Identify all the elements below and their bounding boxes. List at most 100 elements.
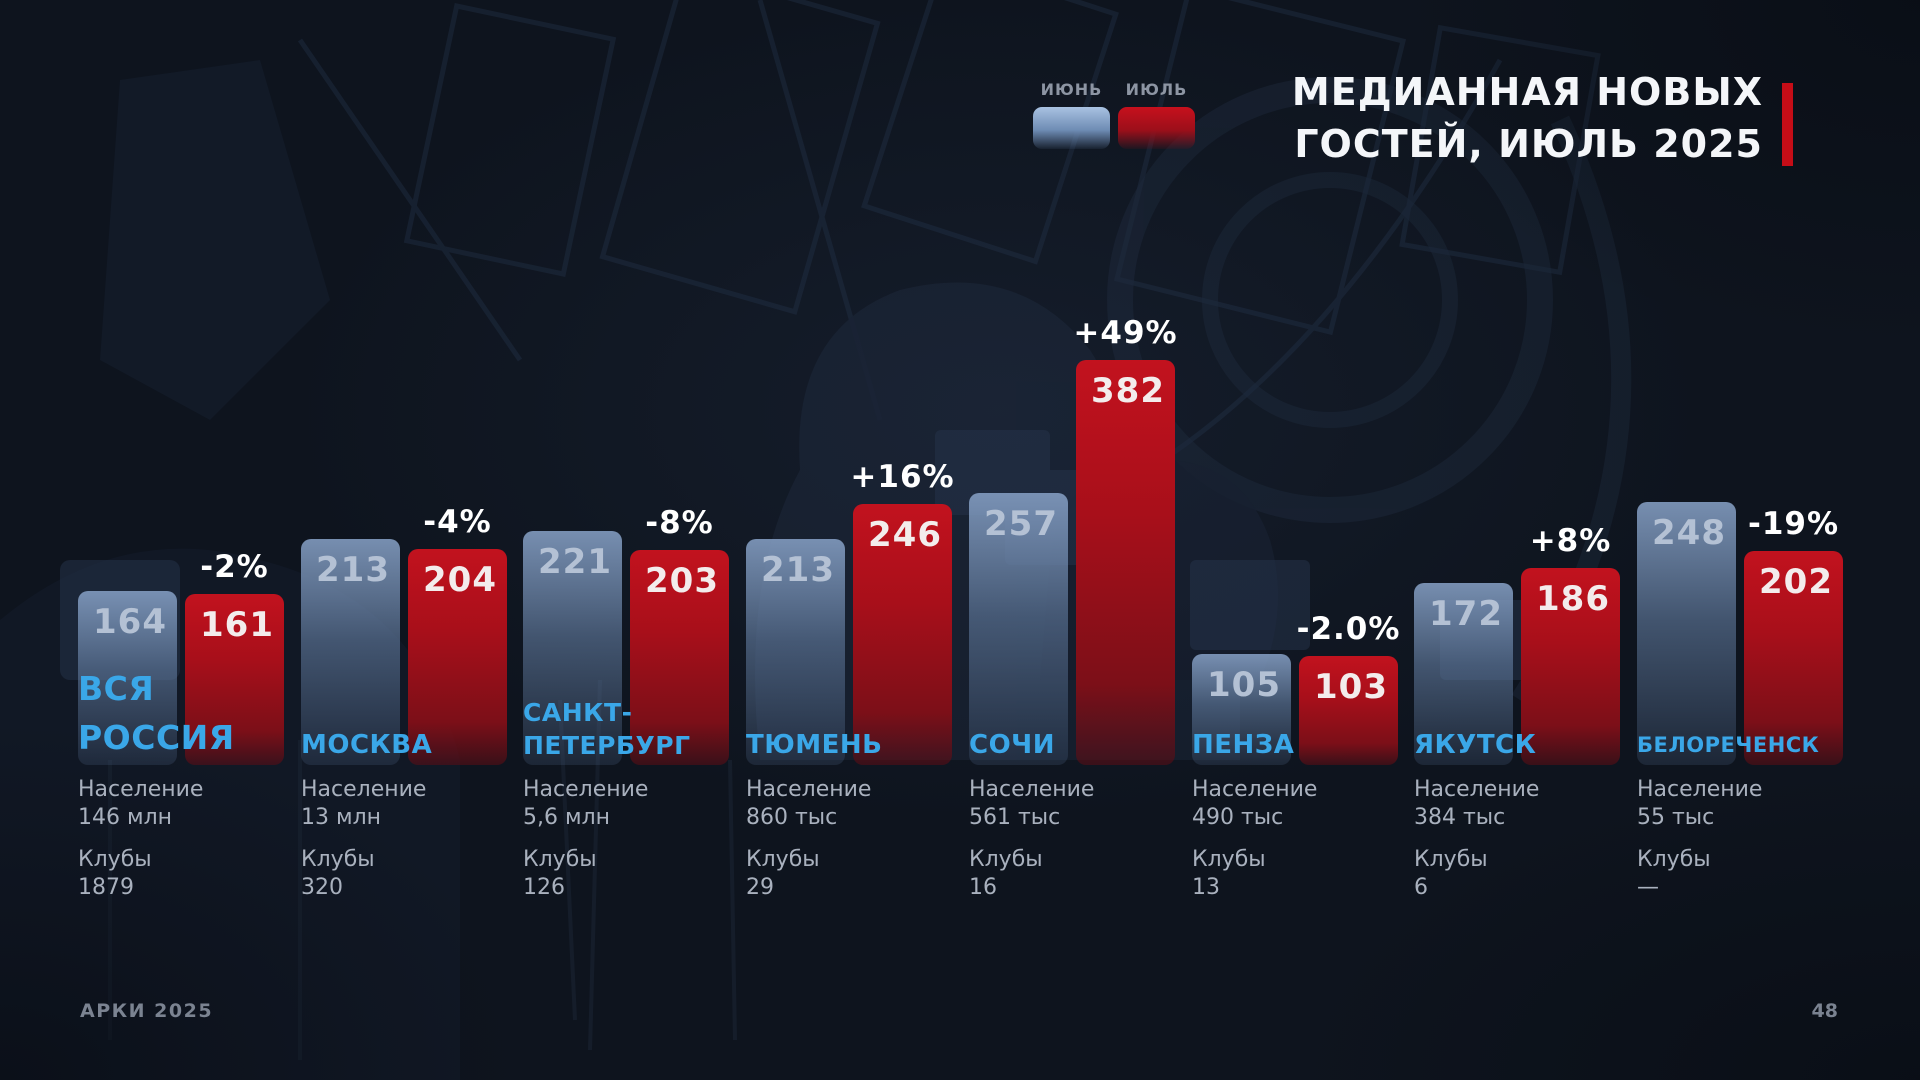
change-percent-label: +16% — [850, 459, 955, 495]
population-value: 561 тыс — [969, 805, 1061, 830]
legend-june-swatch — [1033, 107, 1110, 149]
clubs-label: Клубы — [301, 847, 375, 872]
july-value-label: 202 — [1759, 562, 1833, 602]
bar-group: 221 203 -8% САНКТ- ПЕТЕРБУРГ Население 5,6 млн… — [523, 0, 735, 1080]
population-block: Население 561 тыс — [969, 776, 1181, 832]
june-value-label: 213 — [316, 550, 390, 590]
clubs-label: Клубы — [1414, 847, 1488, 872]
population-label: Население — [78, 777, 204, 802]
page-number: 48 — [1811, 1000, 1838, 1022]
population-value: 13 млн — [301, 805, 382, 830]
footer-brand: АРКИ 2025 — [80, 1000, 214, 1022]
legend-june-label: ИЮНЬ — [1040, 80, 1103, 99]
clubs-block: Клубы 320 — [301, 846, 513, 902]
june-value-label: 213 — [761, 550, 835, 590]
population-value: 5,6 млн — [523, 805, 611, 830]
population-label: Население — [969, 777, 1095, 802]
slide-title: МЕДИАННАЯ НОВЫХ ГОСТЕЙ, ИЮЛЬ 2025 — [1292, 66, 1763, 170]
legend-item-july: ИЮЛЬ — [1118, 80, 1195, 149]
population-label: Население — [1192, 777, 1318, 802]
population-value: 55 тыс — [1637, 805, 1715, 830]
july-value-label: 186 — [1536, 579, 1610, 619]
city-label-line: СОЧИ — [969, 730, 1055, 760]
city-label: МОСКВА — [301, 618, 513, 762]
clubs-value: 320 — [301, 875, 343, 900]
change-percent-label: -19% — [1747, 506, 1840, 542]
population-label: Население — [746, 777, 872, 802]
clubs-block: Клубы 6 — [1414, 846, 1626, 902]
city-label-line: САНКТ- — [523, 698, 633, 727]
city-label-line: ЯКУТСК — [1414, 730, 1537, 760]
clubs-block: Клубы 16 — [969, 846, 1181, 902]
city-label: ТЮМЕНЬ — [746, 618, 958, 762]
legend-july-swatch — [1118, 107, 1195, 149]
change-percent-label: -4% — [423, 504, 492, 540]
july-value-label: 246 — [868, 515, 942, 555]
city-label: БЕЛОРЕЧЕНСК — [1637, 618, 1849, 762]
population-block: Население 490 тыс — [1192, 776, 1404, 832]
clubs-block: Клубы 1879 — [78, 846, 290, 902]
population-label: Население — [301, 777, 427, 802]
clubs-label: Клубы — [746, 847, 820, 872]
population-block: Население 384 тыс — [1414, 776, 1626, 832]
clubs-value: 1879 — [78, 875, 134, 900]
clubs-block: Клубы — — [1637, 846, 1849, 902]
chart-legend: ИЮНЬ ИЮЛЬ — [1033, 80, 1195, 149]
bar-group: 213 246 +16% ТЮМЕНЬ Население 860 тыс Клубы 29 — [746, 0, 958, 1080]
july-value-label: 203 — [645, 561, 719, 601]
population-value: 490 тыс — [1192, 805, 1284, 830]
clubs-label: Клубы — [1637, 847, 1711, 872]
july-value-label: 382 — [1091, 371, 1165, 411]
slide-title-line1: МЕДИАННАЯ НОВЫХ — [1291, 70, 1763, 114]
june-value-label: 248 — [1652, 513, 1726, 553]
change-percent-label: +49% — [1073, 315, 1178, 351]
city-label-line: ПЕТЕРБУРГ — [523, 731, 691, 760]
population-label: Население — [523, 777, 649, 802]
city-label-line: РОССИЯ — [78, 718, 235, 757]
clubs-label: Клубы — [78, 847, 152, 872]
legend-july-label: ИЮЛЬ — [1125, 80, 1188, 99]
clubs-label: Клубы — [1192, 847, 1266, 872]
clubs-block: Клубы 126 — [523, 846, 735, 902]
population-block: Население 146 млн — [78, 776, 290, 832]
city-label: ВСЯ РОССИЯ — [78, 618, 290, 762]
population-label: Население — [1414, 777, 1540, 802]
city-label-line: ПЕНЗА — [1192, 730, 1295, 760]
july-value-label: 204 — [423, 560, 497, 600]
june-value-label: 221 — [538, 542, 612, 582]
city-label-line: МОСКВА — [301, 730, 433, 760]
population-block: Население 860 тыс — [746, 776, 958, 832]
clubs-block: Клубы 29 — [746, 846, 958, 902]
population-block: Население 5,6 млн — [523, 776, 735, 832]
clubs-value: — — [1637, 875, 1659, 900]
change-percent-label: -2% — [200, 549, 269, 585]
change-percent-label: -2.0% — [1296, 611, 1401, 647]
bar-group: 164 161 -2% ВСЯ РОССИЯ Население 146 млн Клубы 1… — [78, 0, 290, 1080]
clubs-label: Клубы — [969, 847, 1043, 872]
legend-item-june: ИЮНЬ — [1033, 80, 1110, 149]
city-label-line: ТЮМЕНЬ — [746, 730, 883, 760]
change-percent-label: +8% — [1529, 523, 1612, 559]
city-label-line: ВСЯ — [78, 669, 155, 708]
population-value: 860 тыс — [746, 805, 838, 830]
title-accent-bar — [1782, 83, 1793, 166]
city-label: СОЧИ — [969, 618, 1181, 762]
clubs-value: 16 — [969, 875, 997, 900]
clubs-label: Клубы — [523, 847, 597, 872]
bar-group: 213 204 -4% МОСКВА Население 13 млн Клубы 320 — [301, 0, 513, 1080]
slide-title-line2: ГОСТЕЙ, ИЮЛЬ 2025 — [1294, 122, 1763, 166]
population-block: Население 55 тыс — [1637, 776, 1849, 832]
change-percent-label: -8% — [645, 505, 714, 541]
population-label: Население — [1637, 777, 1763, 802]
clubs-block: Клубы 13 — [1192, 846, 1404, 902]
clubs-value: 13 — [1192, 875, 1220, 900]
june-value-label: 257 — [984, 504, 1058, 544]
city-label: САНКТ- ПЕТЕРБУРГ — [523, 618, 735, 762]
bar-group: 257 382 +49% СОЧИ Население 561 тыс Клубы 16 — [969, 0, 1181, 1080]
clubs-value: 29 — [746, 875, 774, 900]
population-value: 384 тыс — [1414, 805, 1506, 830]
population-block: Население 13 млн — [301, 776, 513, 832]
city-label-line: БЕЛОРЕЧЕНСК — [1637, 733, 1820, 757]
clubs-value: 126 — [523, 875, 565, 900]
city-label: ЯКУТСК — [1414, 618, 1626, 762]
